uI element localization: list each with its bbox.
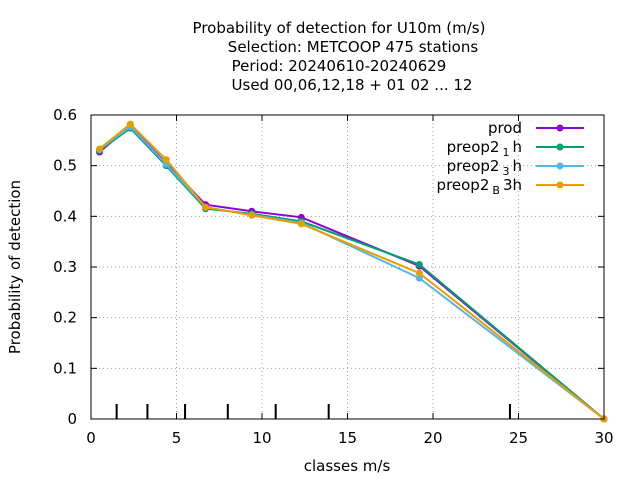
chart-title-line-3: Period: 20240610-20240629 — [232, 57, 447, 75]
legend-label: preop2 B 3h — [437, 176, 522, 197]
chart-title-line-1: Probability of detection for U10m (m/s) — [193, 19, 486, 37]
x-axis-label: classes m/s — [304, 457, 391, 475]
x-tick-label: 25 — [509, 429, 528, 447]
legend-entry: preop2 B 3h — [437, 176, 584, 197]
y-tick-label: 0 — [67, 410, 77, 428]
class-boundary-ticks — [115, 404, 511, 419]
legend-label: preop2 3 h — [447, 157, 522, 178]
x-tick-label: 15 — [338, 429, 357, 447]
legend-marker — [556, 181, 564, 189]
legend-entry: prod — [488, 119, 584, 137]
tick-labels: 0 5 10 15 20 25 30 0 0.1 0.2 0.3 0.4 0.5 0.6 — [53, 106, 613, 447]
chart-title-line-4: Used 00,06,12,18 + 01 02 ... 12 — [232, 76, 473, 94]
axis-ticks — [90, 114, 605, 420]
data-point — [297, 220, 305, 228]
x-tick-label: 10 — [252, 429, 271, 447]
y-tick-label: 0.6 — [53, 106, 77, 124]
data-point — [96, 145, 104, 153]
legend-marker — [556, 143, 564, 151]
data-point — [202, 203, 210, 211]
x-tick-label: 5 — [172, 429, 182, 447]
data-point — [415, 274, 423, 282]
y-tick-label: 0.1 — [53, 359, 77, 377]
x-tick-label: 20 — [423, 429, 442, 447]
grid — [91, 115, 604, 419]
data-point — [126, 120, 134, 128]
legend-label: prod — [488, 119, 522, 137]
y-tick-label: 0.2 — [53, 309, 77, 327]
series-layer — [96, 120, 608, 423]
y-axis-label: Probability of detection — [6, 180, 24, 354]
legend-entry: preop2 3 h — [447, 157, 584, 178]
data-point — [415, 269, 423, 277]
legend-entry: preop2 1 h — [447, 138, 584, 159]
data-point — [162, 156, 170, 164]
chart-title: Probability of detection for U10m (m/s) … — [193, 19, 486, 94]
series-line — [98, 122, 605, 420]
chart-title-line-2: Selection: METCOOP 475 stations — [228, 38, 479, 56]
y-tick-label: 0.5 — [53, 157, 77, 175]
data-point — [415, 260, 423, 268]
x-tick-label: 0 — [86, 429, 96, 447]
legend-marker — [556, 124, 564, 132]
data-point — [248, 211, 256, 219]
y-tick-label: 0.3 — [53, 258, 77, 276]
x-tick-label: 30 — [594, 429, 613, 447]
legend-label: preop2 1 h — [447, 138, 522, 159]
legend-marker — [556, 162, 564, 170]
y-tick-label: 0.4 — [53, 207, 77, 225]
series-preop2-B-3h — [96, 120, 608, 423]
